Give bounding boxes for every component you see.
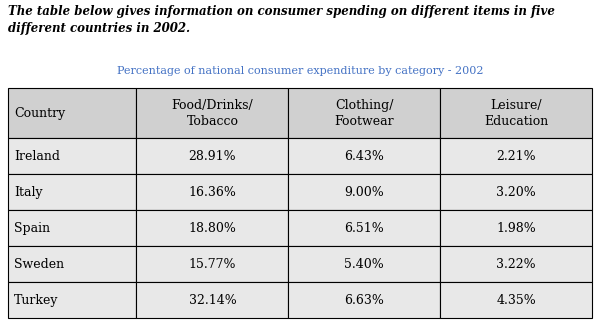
Bar xyxy=(440,88,592,138)
Bar xyxy=(289,210,440,246)
Text: 1.98%: 1.98% xyxy=(496,222,536,235)
Text: 28.91%: 28.91% xyxy=(188,150,236,163)
Bar xyxy=(136,210,289,246)
Bar xyxy=(136,174,289,210)
Text: 9.00%: 9.00% xyxy=(344,186,384,199)
Bar xyxy=(289,174,440,210)
Bar xyxy=(8,138,136,174)
Text: Ireland: Ireland xyxy=(14,150,60,163)
Bar xyxy=(289,282,440,318)
Bar xyxy=(136,246,289,282)
Bar xyxy=(136,88,289,138)
Bar xyxy=(8,282,136,318)
Bar xyxy=(440,138,592,174)
Bar xyxy=(440,246,592,282)
Text: Turkey: Turkey xyxy=(14,293,59,306)
Text: 16.36%: 16.36% xyxy=(188,186,236,199)
Text: 6.63%: 6.63% xyxy=(344,293,384,306)
Text: 32.14%: 32.14% xyxy=(188,293,236,306)
Text: 6.51%: 6.51% xyxy=(344,222,384,235)
Bar xyxy=(136,138,289,174)
Text: 6.43%: 6.43% xyxy=(344,150,384,163)
Bar xyxy=(289,138,440,174)
Bar xyxy=(440,174,592,210)
Text: Leisure/
Education: Leisure/ Education xyxy=(484,99,548,128)
Bar xyxy=(289,88,440,138)
Text: Food/Drinks/
Tobacco: Food/Drinks/ Tobacco xyxy=(172,99,253,128)
Bar xyxy=(8,174,136,210)
Text: Percentage of national consumer expenditure by category - 2002: Percentage of national consumer expendit… xyxy=(117,66,483,76)
Bar xyxy=(289,246,440,282)
Text: 3.22%: 3.22% xyxy=(496,258,536,271)
Text: 5.40%: 5.40% xyxy=(344,258,384,271)
Bar xyxy=(8,210,136,246)
Text: Clothing/
Footwear: Clothing/ Footwear xyxy=(334,99,394,128)
Bar xyxy=(440,210,592,246)
Text: 18.80%: 18.80% xyxy=(188,222,236,235)
Bar xyxy=(440,282,592,318)
Text: Spain: Spain xyxy=(14,222,50,235)
Text: 2.21%: 2.21% xyxy=(496,150,536,163)
Text: Italy: Italy xyxy=(14,186,43,199)
Bar xyxy=(136,282,289,318)
Text: Sweden: Sweden xyxy=(14,258,64,271)
Text: The table below gives information on consumer spending on different items in fiv: The table below gives information on con… xyxy=(8,5,555,35)
Text: 15.77%: 15.77% xyxy=(188,258,236,271)
Text: 4.35%: 4.35% xyxy=(496,293,536,306)
Bar xyxy=(8,246,136,282)
Bar xyxy=(8,88,136,138)
Text: 3.20%: 3.20% xyxy=(496,186,536,199)
Text: Country: Country xyxy=(14,107,65,120)
